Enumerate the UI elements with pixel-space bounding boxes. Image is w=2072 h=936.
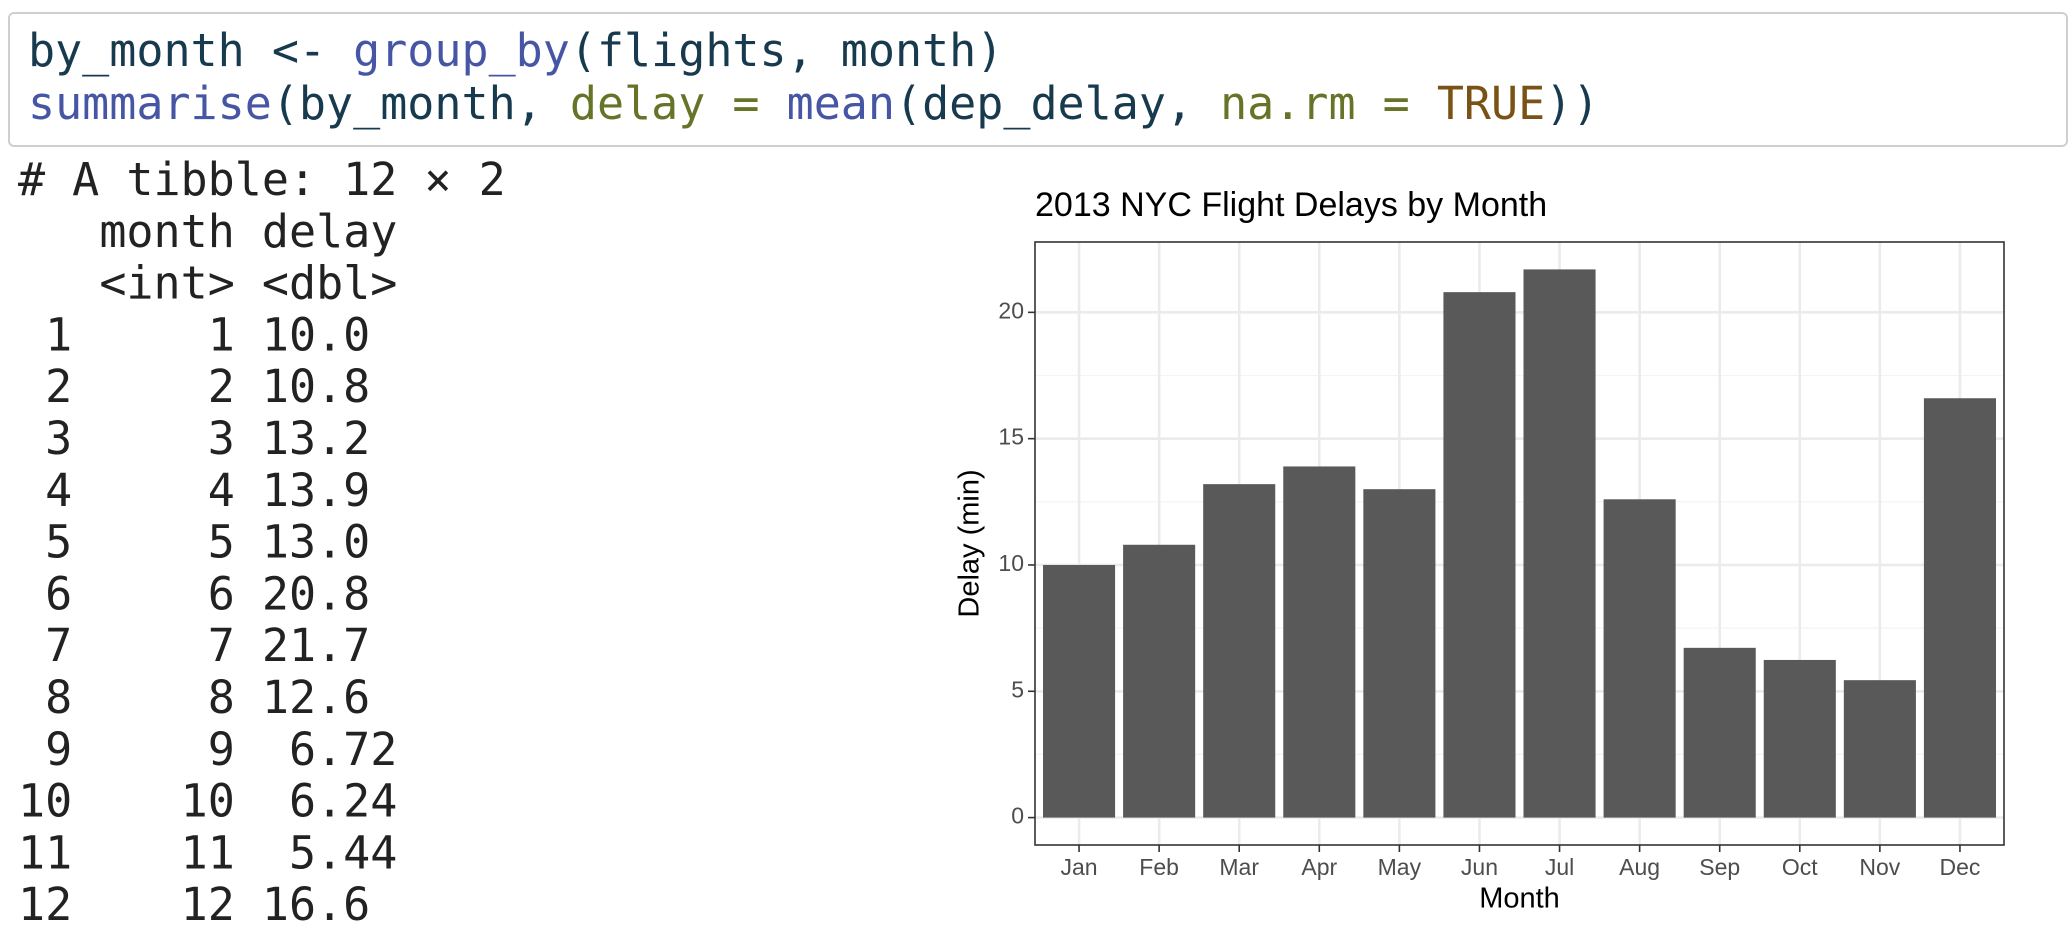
chart-title: 2013 NYC Flight Delays by Month [1035, 186, 1547, 224]
delay-cell: 10.8 [262, 360, 370, 413]
row-index: 9 [45, 723, 72, 776]
tibble-caption: # A tibble: 12 × 2 [18, 153, 506, 206]
panel [1035, 242, 2004, 845]
x-tick-label: Aug [1619, 854, 1660, 880]
row-index: 2 [45, 360, 72, 413]
x-tick-label: Jul [1545, 854, 1574, 880]
month-cell: 11 [181, 826, 235, 879]
month-cell: 7 [208, 619, 235, 672]
month-cell: 1 [208, 308, 235, 361]
row-index: 7 [45, 619, 72, 672]
delay-cell: 16.6 [262, 878, 370, 931]
month-cell: 5 [208, 516, 235, 569]
code-token: (dep_delay, [895, 77, 1220, 130]
delay-cell: 12.6 [262, 671, 370, 724]
y-tick-label: 20 [998, 297, 1024, 323]
code-token: (by_month, [272, 77, 570, 130]
month-cell: 12 [181, 878, 235, 931]
row-index: 5 [45, 516, 72, 569]
delay-cell: 20.8 [262, 567, 370, 620]
y-tick-label: 0 [1011, 803, 1024, 829]
code-line: by_month <- group_by(flights, month) [28, 24, 1003, 77]
y-tick-label: 10 [998, 550, 1024, 576]
column-name: month [99, 205, 234, 258]
bar [1203, 484, 1276, 818]
bar [1603, 499, 1676, 818]
x-tick-label: Dec [1940, 854, 1981, 880]
row-index: 12 [18, 878, 72, 931]
code-box [8, 12, 2068, 147]
delay-cell: 6.72 [289, 723, 397, 776]
x-tick-label: Apr [1301, 854, 1337, 880]
code-token: delay = [570, 77, 787, 130]
chart: 2013 NYC Flight Delays by Month Jan Feb Mar… [954, 186, 2005, 915]
row-index: 8 [45, 671, 72, 724]
bar [1123, 544, 1196, 818]
month-cell: 2 [208, 360, 235, 413]
row-index: 1 [45, 308, 72, 361]
code-token: TRUE [1437, 77, 1545, 130]
code: by_month <- group_by(flights, month)summ… [28, 24, 1599, 130]
month-cell: 9 [208, 723, 235, 776]
row-index: 4 [45, 464, 72, 517]
month-cell: 10 [181, 775, 235, 828]
code-token: group_by [353, 24, 570, 77]
month-cell: 8 [208, 671, 235, 724]
y-tick-label: 5 [1011, 676, 1024, 702]
column-type: <int> [99, 257, 234, 310]
x-tick-label: Mar [1219, 854, 1259, 880]
x-tick-label: Jun [1461, 854, 1498, 880]
delay-cell: 21.7 [262, 619, 370, 672]
delay-cell: 5.44 [289, 826, 397, 879]
column-name: delay [262, 205, 397, 258]
code-token: mean [787, 77, 895, 130]
month-cell: 6 [208, 567, 235, 620]
bar [1283, 466, 1356, 818]
bar [1363, 489, 1436, 818]
delay-cell: 6.24 [289, 775, 397, 828]
x-axis-title: Month [1479, 883, 1560, 915]
x-tick-label: Feb [1139, 854, 1179, 880]
month-cell: 3 [208, 412, 235, 465]
panel-border [1034, 241, 2005, 846]
y-axis-title: Delay (min) [954, 469, 986, 617]
x-tick-label: Oct [1782, 854, 1818, 880]
month-cell: 4 [208, 464, 235, 517]
x-tick-label: Jan [1060, 854, 1097, 880]
row-index: 10 [18, 775, 72, 828]
x-tick-label: Nov [1859, 854, 1900, 880]
row-index: 3 [45, 412, 72, 465]
delay-cell: 13.2 [262, 412, 370, 465]
x-tick-label: May [1378, 854, 1422, 880]
code-line: summarise(by_month, delay = mean(dep_del… [28, 77, 1599, 130]
bar [1683, 647, 1756, 818]
y-tick-label: 15 [998, 424, 1024, 450]
delay-cell: 13.0 [262, 516, 370, 569]
delay-cell: 10.0 [262, 308, 370, 361]
bar [1443, 292, 1516, 818]
code-token: summarise [28, 77, 272, 130]
bar [1523, 269, 1596, 818]
bar [1043, 564, 1116, 818]
code-token: na.rm = [1220, 77, 1437, 130]
bar [1763, 659, 1836, 818]
code-token: by_month <- [28, 24, 353, 77]
delay-cell: 13.9 [262, 464, 370, 517]
bar [1923, 398, 1996, 818]
row-index: 11 [18, 826, 72, 879]
x-tick-label: Sep [1699, 854, 1740, 880]
column-type: <dbl> [262, 257, 397, 310]
row-index: 6 [45, 567, 72, 620]
code-token: )) [1545, 77, 1599, 130]
code-token: (flights, month) [570, 24, 1003, 77]
bar [1843, 680, 1916, 818]
